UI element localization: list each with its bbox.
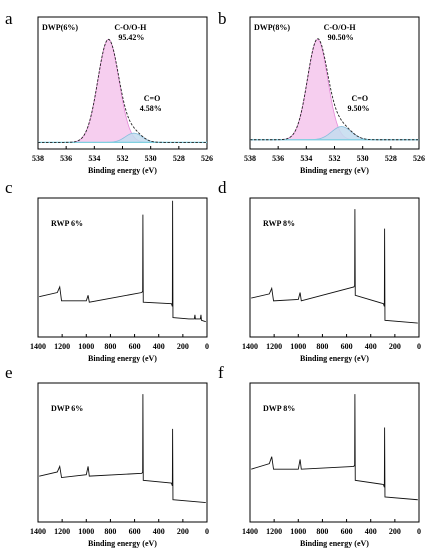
peak-c-o-area bbox=[38, 39, 207, 143]
plot-frame bbox=[37, 197, 208, 338]
x-tick-label: 1200 bbox=[266, 527, 282, 536]
x-axis-label: Binding energy (eV) bbox=[300, 539, 369, 548]
peak-percent: 9.50% bbox=[348, 104, 370, 113]
panel-letter: a bbox=[5, 9, 13, 28]
x-tick-label: 536 bbox=[60, 154, 72, 163]
survey-spectrum bbox=[39, 394, 206, 503]
peak-label: C=O bbox=[352, 94, 369, 103]
panel-title: RWP 6% bbox=[51, 219, 83, 228]
peak-label: C=O bbox=[144, 94, 161, 103]
x-tick-label: 1400 bbox=[30, 527, 46, 536]
x-tick-label: 538 bbox=[244, 154, 256, 163]
panel-title: DWP 6% bbox=[51, 404, 83, 413]
x-tick-label: 530 bbox=[145, 154, 157, 163]
x-tick-label: 530 bbox=[357, 154, 369, 163]
peak-label: C-O/O-H bbox=[324, 23, 357, 32]
x-tick-label: 532 bbox=[117, 154, 129, 163]
x-tick-label: 1400 bbox=[242, 527, 258, 536]
panel-letter: f bbox=[218, 363, 224, 382]
plot-frame bbox=[249, 382, 420, 523]
peak-label: C-O/O-H bbox=[114, 23, 147, 32]
x-tick-label: 1000 bbox=[290, 342, 306, 351]
x-tick-label: 600 bbox=[129, 527, 141, 536]
x-tick-label: 600 bbox=[341, 342, 353, 351]
fitted-envelope bbox=[250, 38, 419, 141]
survey-spectrum bbox=[251, 209, 418, 324]
x-axis-label: Binding energy (eV) bbox=[88, 354, 157, 363]
x-tick-label: 1400 bbox=[30, 342, 46, 351]
x-tick-label: 200 bbox=[177, 342, 189, 351]
x-tick-label: 526 bbox=[201, 154, 213, 163]
x-tick-label: 536 bbox=[272, 154, 284, 163]
x-tick-label: 400 bbox=[365, 527, 377, 536]
x-tick-label: 526 bbox=[413, 154, 425, 163]
panel-e: e 1400 1200 1000 800 600 400 200 0 Binding energy… bbox=[5, 363, 209, 548]
x-tick-label: 528 bbox=[173, 154, 185, 163]
x-tick-label: 532 bbox=[329, 154, 341, 163]
peak-percent: 4.58% bbox=[140, 104, 162, 113]
fitted-envelope bbox=[38, 38, 207, 143]
x-tick-label: 538 bbox=[32, 154, 44, 163]
x-tick-label: 800 bbox=[104, 342, 116, 351]
x-tick-label: 400 bbox=[365, 342, 377, 351]
panel-f: f 1400 1200 1000 800 600 400 200 0 Binding energy… bbox=[218, 363, 421, 548]
x-tick-label: 200 bbox=[389, 527, 401, 536]
panel-letter: e bbox=[5, 363, 13, 382]
x-tick-label: 534 bbox=[88, 154, 100, 163]
x-tick-label: 1000 bbox=[78, 527, 94, 536]
panel-title: RWP 8% bbox=[263, 219, 295, 228]
x-tick-label: 0 bbox=[417, 527, 421, 536]
panel-letter: c bbox=[5, 178, 13, 197]
x-tick-label: 200 bbox=[389, 342, 401, 351]
x-tick-label: 1200 bbox=[54, 527, 70, 536]
x-tick-label: 0 bbox=[417, 342, 421, 351]
x-tick-label: 0 bbox=[205, 342, 209, 351]
x-tick-label: 1400 bbox=[242, 342, 258, 351]
survey-spectrum bbox=[251, 394, 418, 501]
x-axis-label: Binding energy (eV) bbox=[300, 166, 369, 175]
x-tick-label: 1000 bbox=[290, 527, 306, 536]
panel-d: d 1400 1200 1000 800 600 400 200 0 Binding energy… bbox=[218, 178, 421, 363]
x-axis-label: Binding energy (eV) bbox=[300, 354, 369, 363]
panel-letter: b bbox=[218, 9, 227, 28]
x-tick-label: 1200 bbox=[266, 342, 282, 351]
x-tick-label: 800 bbox=[316, 527, 328, 536]
plot-frame bbox=[249, 197, 420, 338]
peak-c-o-area bbox=[250, 39, 419, 141]
plot-frame bbox=[37, 382, 208, 523]
x-tick-label: 0 bbox=[205, 527, 209, 536]
panel-title: DWP(8%) bbox=[254, 23, 290, 32]
x-tick-label: 800 bbox=[316, 342, 328, 351]
peak-percent: 95.42% bbox=[118, 33, 144, 42]
peak-percent: 90.50% bbox=[328, 33, 354, 42]
panel-title: DWP(6%) bbox=[42, 23, 78, 32]
x-tick-label: 1200 bbox=[54, 342, 70, 351]
x-tick-label: 400 bbox=[153, 527, 165, 536]
x-axis-label: Binding energy (eV) bbox=[88, 166, 157, 175]
panel-c: c 1400 1200 1000 800 600 400 200 0 Binding energy… bbox=[5, 178, 209, 363]
survey-spectrum bbox=[39, 200, 206, 323]
x-tick-label: 534 bbox=[300, 154, 312, 163]
panel-b: b 538 536 534 532 530 528 526 Binding energy (eV… bbox=[218, 9, 425, 175]
x-tick-label: 600 bbox=[341, 527, 353, 536]
x-tick-label: 528 bbox=[385, 154, 397, 163]
x-tick-label: 1000 bbox=[78, 342, 94, 351]
panel-title: DWP 8% bbox=[263, 404, 295, 413]
x-tick-label: 600 bbox=[129, 342, 141, 351]
x-tick-label: 800 bbox=[104, 527, 116, 536]
panel-letter: d bbox=[218, 178, 227, 197]
x-tick-label: 400 bbox=[153, 342, 165, 351]
x-tick-label: 200 bbox=[177, 527, 189, 536]
panel-a: a 538 536 534 532 530 528 526 Binding energy (eV… bbox=[5, 9, 213, 175]
x-axis-label: Binding energy (eV) bbox=[88, 539, 157, 548]
